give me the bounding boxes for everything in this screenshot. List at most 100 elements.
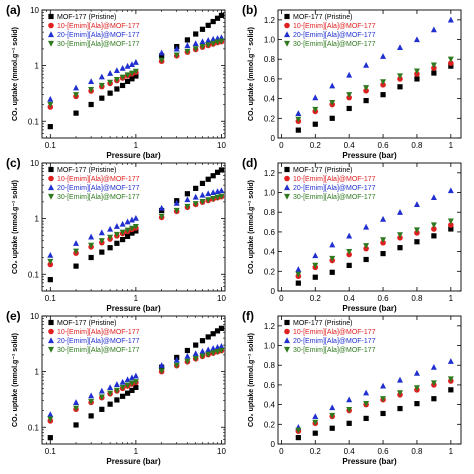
legend-marker [48,184,54,191]
x-axis-label: Pressure (bar) [342,457,397,466]
data-point [192,193,199,200]
legend-marker [48,337,54,344]
legend-label: 10-[Emim][Ala]@MOF-177 [293,23,376,30]
data-point [430,194,437,201]
data-point [124,78,131,85]
data-point [295,435,301,441]
data-point [214,39,221,46]
data-point [132,223,139,230]
data-point [47,252,54,258]
panel-letter: (a) [6,3,21,17]
data-point [107,234,114,241]
data-point [295,116,302,123]
data-point [447,358,454,364]
x-tick-label: 0 [279,447,284,456]
data-point [73,240,80,246]
data-point [413,227,420,234]
data-point [312,252,319,259]
data-point [413,369,420,376]
data-point [295,127,301,133]
y-tick-label: 0.1 [28,270,40,279]
data-point [99,249,105,255]
legend-label: 20-[Emim][Ala]@MOF-177 [293,338,376,345]
data-point [210,173,216,179]
data-point [312,274,318,280]
data-point [214,328,221,334]
data-point [113,67,120,74]
data-point [397,405,403,412]
data-point [107,70,114,76]
data-point [73,110,79,116]
data-point [173,356,180,363]
data-point [88,254,94,261]
x-tick-label: 0 [279,294,284,303]
x-axis-label: Pressure (bar) [106,304,161,313]
data-point [199,348,206,354]
data-point [329,404,336,411]
data-point [47,416,54,423]
data-point [119,229,126,236]
x-tick-label: 0 [279,141,284,150]
data-point [199,338,206,344]
data-point [114,240,120,246]
data-point [119,220,126,227]
data-point [210,195,217,202]
data-point [47,277,53,283]
data-point [205,22,211,28]
panel-letter: (e) [6,309,21,323]
data-point [132,214,139,221]
data-point [199,26,206,32]
data-point [380,215,387,222]
data-point [414,239,420,245]
data-point [173,199,180,206]
data-point [205,37,212,43]
x-axis-label: Pressure (bar) [342,304,397,313]
panel-letter: (c) [6,156,21,170]
data-point [114,86,120,92]
x-tick-label: 10 [217,294,226,303]
y-tick-label: 0.8 [264,55,276,64]
data-point [413,385,420,392]
data-point [218,193,225,200]
data-point [98,238,105,244]
data-point [120,82,126,89]
data-point [158,213,165,220]
x-axis-label: Pressure (bar) [342,151,397,160]
x-tick-label: 0.8 [411,447,423,456]
data-point [124,233,131,239]
data-point [133,384,139,391]
data-point [431,396,437,402]
data-point [128,70,135,77]
data-point [205,334,211,340]
data-point [397,376,403,383]
data-point [448,63,454,69]
data-point [73,399,80,405]
data-point [199,38,206,45]
data-point [132,372,139,379]
legend-label: 30-[Emim][Ala]@MOF-177 [293,194,376,201]
y-tick-label: 1 [35,215,40,224]
data-point [397,209,403,215]
data-point [199,199,206,205]
data-point [119,378,126,385]
data-point [192,355,199,362]
data-point [397,84,403,90]
data-point [47,411,54,418]
data-point [128,380,135,387]
data-point [98,387,105,394]
data-point [129,230,135,236]
data-point [430,380,437,387]
y-tick-label: 0.2 [264,420,276,429]
x-tick-label: 1 [134,447,139,456]
data-point [158,49,165,56]
data-point [88,233,95,240]
data-point [73,248,80,255]
data-point [447,376,454,383]
data-point [218,167,225,173]
legend-marker [284,166,290,173]
data-point [205,351,212,358]
panel-letter: (f) [242,309,254,323]
data-point [210,345,217,351]
data-point [363,223,370,230]
